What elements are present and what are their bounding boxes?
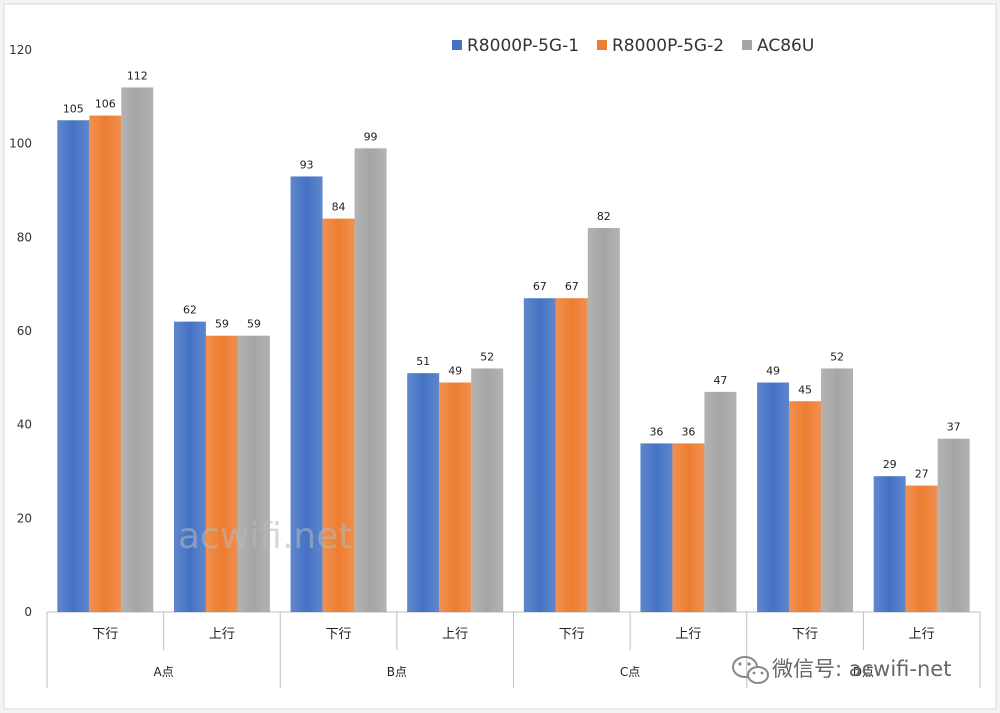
bar <box>471 368 504 612</box>
bar <box>757 382 790 612</box>
legend-label: R8000P-5G-1 <box>467 36 579 56</box>
y-tick-label: 100 <box>9 137 32 151</box>
category-label: 下行 <box>559 627 585 642</box>
data-label: 59 <box>247 318 261 331</box>
data-label: 112 <box>127 69 148 82</box>
group-label: C点 <box>620 665 640 679</box>
wechat-badge: 微信号: acwifi-net <box>732 656 951 684</box>
data-label: 36 <box>681 425 695 438</box>
data-label: 93 <box>300 158 314 171</box>
wechat-id-text: 微信号: acwifi-net <box>772 657 951 681</box>
y-tick-label: 40 <box>17 418 32 432</box>
bar <box>873 476 906 612</box>
y-tick-label: 120 <box>9 43 32 57</box>
bar <box>354 148 387 612</box>
bar <box>523 298 556 612</box>
bar <box>704 391 737 612</box>
bar <box>322 218 355 612</box>
category-label: 上行 <box>675 627 701 642</box>
legend-label: R8000P-5G-2 <box>612 36 724 56</box>
y-tick-label: 20 <box>17 511 32 525</box>
data-label: 82 <box>597 210 611 223</box>
watermark-text: acwifi.net <box>178 516 353 557</box>
bar <box>237 335 270 612</box>
bar <box>555 298 588 612</box>
bar <box>439 382 472 612</box>
data-label: 45 <box>798 383 812 396</box>
data-label: 47 <box>713 374 727 387</box>
data-label: 105 <box>63 102 84 115</box>
data-label: 51 <box>416 355 430 368</box>
data-label: 36 <box>649 425 663 438</box>
bar <box>821 368 854 612</box>
bar <box>587 227 620 612</box>
bar <box>57 120 90 612</box>
data-label: 62 <box>183 304 197 317</box>
bar <box>290 176 323 612</box>
group-label: A点 <box>154 665 174 679</box>
bar <box>89 115 122 613</box>
y-tick-label: 60 <box>17 324 32 338</box>
y-tick-label: 80 <box>17 230 32 244</box>
legend-label: AC86U <box>757 36 814 56</box>
data-label: 27 <box>915 468 929 481</box>
bar <box>672 443 705 612</box>
data-label: 49 <box>766 365 780 378</box>
legend-swatch <box>597 40 607 50</box>
data-label: 29 <box>883 458 897 471</box>
category-label: 下行 <box>326 627 352 642</box>
wechat-icon <box>732 656 769 684</box>
data-label: 52 <box>480 350 494 363</box>
category-label: 上行 <box>909 627 935 642</box>
category-label: 下行 <box>792 627 818 642</box>
data-label: 59 <box>215 318 229 331</box>
bar <box>789 401 822 612</box>
category-label: 上行 <box>442 627 468 642</box>
bar <box>173 321 206 612</box>
group-label: B点 <box>387 665 407 679</box>
data-label: 84 <box>332 201 346 214</box>
data-label: 37 <box>947 421 961 434</box>
legend-swatch <box>452 40 462 50</box>
y-tick-label: 0 <box>24 605 32 619</box>
group-label: D点 <box>853 665 874 679</box>
category-label: 上行 <box>209 627 235 642</box>
legend-swatch <box>742 40 752 50</box>
bar <box>121 87 154 612</box>
category-label: 下行 <box>92 627 118 642</box>
data-label: 49 <box>448 365 462 378</box>
data-label: 52 <box>830 350 844 363</box>
bar <box>205 335 238 612</box>
bar <box>640 443 673 612</box>
data-label: 67 <box>565 280 579 293</box>
bar <box>905 485 938 612</box>
bar <box>407 373 440 612</box>
data-label: 99 <box>364 130 378 143</box>
bar <box>937 438 970 612</box>
data-label: 67 <box>533 280 547 293</box>
data-label: 106 <box>95 98 116 111</box>
